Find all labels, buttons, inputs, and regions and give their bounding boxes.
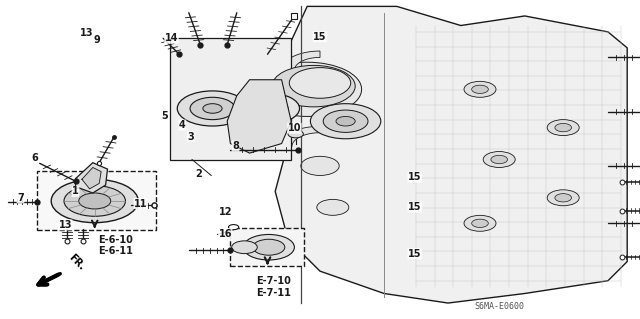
- Polygon shape: [280, 89, 320, 108]
- Polygon shape: [82, 167, 101, 189]
- FancyBboxPatch shape: [230, 228, 304, 266]
- Circle shape: [177, 91, 248, 126]
- Circle shape: [301, 156, 339, 175]
- Circle shape: [472, 219, 488, 227]
- Bar: [170, 38, 291, 160]
- Circle shape: [51, 179, 138, 223]
- Text: 15: 15: [408, 249, 422, 259]
- Circle shape: [253, 62, 362, 116]
- Polygon shape: [275, 6, 627, 303]
- Text: 4: 4: [179, 120, 186, 130]
- Circle shape: [310, 104, 381, 139]
- Circle shape: [491, 155, 508, 164]
- Circle shape: [323, 110, 368, 132]
- Text: E-7-11: E-7-11: [256, 287, 291, 298]
- Text: 15: 15: [408, 172, 422, 182]
- Polygon shape: [282, 51, 320, 70]
- Circle shape: [243, 234, 294, 260]
- Text: 10: 10: [287, 123, 301, 133]
- Text: 16: 16: [218, 228, 232, 239]
- Circle shape: [472, 85, 488, 93]
- Text: 9: 9: [94, 35, 100, 45]
- Circle shape: [547, 120, 579, 136]
- Circle shape: [272, 65, 355, 107]
- Circle shape: [555, 194, 572, 202]
- Text: 12: 12: [218, 207, 232, 217]
- Circle shape: [289, 68, 351, 98]
- Circle shape: [228, 225, 239, 230]
- Circle shape: [555, 123, 572, 132]
- Text: E-6-11: E-6-11: [98, 246, 132, 256]
- Text: 13: 13: [79, 28, 93, 39]
- Circle shape: [190, 97, 235, 120]
- Text: 3: 3: [188, 131, 194, 142]
- Text: 11: 11: [134, 198, 148, 209]
- FancyArrowPatch shape: [38, 274, 60, 285]
- Text: E-6-10: E-6-10: [98, 235, 132, 245]
- Circle shape: [547, 190, 579, 206]
- Text: 5: 5: [162, 111, 168, 122]
- Circle shape: [483, 152, 515, 167]
- Text: 13: 13: [58, 220, 72, 230]
- Circle shape: [464, 81, 496, 97]
- Circle shape: [232, 241, 257, 254]
- Text: 15: 15: [313, 32, 327, 42]
- Circle shape: [203, 104, 222, 113]
- Text: 7: 7: [17, 193, 24, 203]
- Text: 15: 15: [408, 202, 422, 212]
- Text: 6: 6: [32, 153, 38, 163]
- Circle shape: [79, 193, 111, 209]
- Circle shape: [336, 116, 355, 126]
- Circle shape: [250, 99, 288, 118]
- Text: E-7-10: E-7-10: [256, 276, 291, 286]
- Circle shape: [288, 130, 303, 138]
- Circle shape: [317, 199, 349, 215]
- Circle shape: [238, 93, 300, 124]
- Circle shape: [253, 239, 285, 255]
- Text: 14: 14: [164, 33, 179, 43]
- Circle shape: [64, 186, 125, 216]
- Polygon shape: [227, 80, 291, 153]
- Polygon shape: [279, 126, 320, 147]
- Text: 2: 2: [195, 169, 202, 179]
- Text: 1: 1: [72, 186, 79, 197]
- Circle shape: [464, 215, 496, 231]
- FancyBboxPatch shape: [37, 171, 156, 230]
- Polygon shape: [76, 163, 108, 193]
- Text: 8: 8: [232, 141, 239, 151]
- Circle shape: [261, 105, 276, 112]
- Text: S6MA-E0600: S6MA-E0600: [474, 302, 524, 311]
- Text: FR.: FR.: [67, 252, 87, 272]
